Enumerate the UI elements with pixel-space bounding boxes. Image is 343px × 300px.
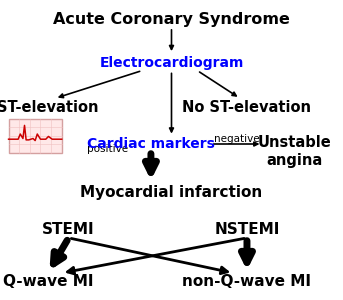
FancyBboxPatch shape <box>9 118 62 153</box>
Text: negative: negative <box>214 134 260 145</box>
Text: Unstable
angina: Unstable angina <box>258 135 332 168</box>
Text: No ST-elevation: No ST-elevation <box>182 100 311 116</box>
Text: ST-elevation: ST-elevation <box>0 100 99 116</box>
Text: NSTEMI: NSTEMI <box>214 222 280 237</box>
Text: Cardiac markers: Cardiac markers <box>87 137 215 151</box>
Text: STEMI: STEMI <box>42 222 95 237</box>
Text: Electrocardiogram: Electrocardiogram <box>99 56 244 70</box>
Text: positive: positive <box>87 144 129 154</box>
Text: Q-wave MI: Q-wave MI <box>3 274 93 290</box>
Text: non-Q-wave MI: non-Q-wave MI <box>182 274 311 290</box>
Text: Myocardial infarction: Myocardial infarction <box>80 184 263 200</box>
Text: Acute Coronary Syndrome: Acute Coronary Syndrome <box>53 12 290 27</box>
